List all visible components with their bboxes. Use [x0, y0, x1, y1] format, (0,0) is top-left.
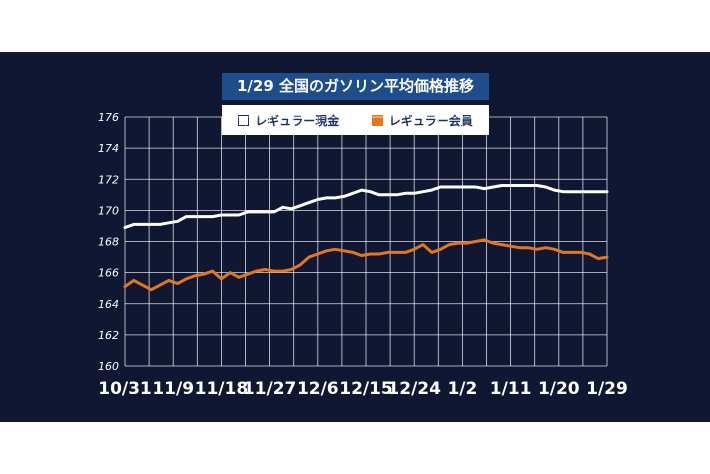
y-tick-label: 168 [98, 236, 119, 249]
y-tick-label: 162 [98, 329, 119, 342]
y-tick-label: 176 [98, 111, 119, 124]
y-tick-label: 164 [98, 298, 119, 311]
x-tick-label: 12/24 [387, 379, 441, 399]
legend-swatch-cash [238, 114, 250, 126]
y-tick-label: 172 [98, 173, 119, 186]
x-tick-label: 1/2 [447, 379, 477, 399]
y-tick-label: 160 [98, 360, 119, 373]
series-line-member [123, 238, 609, 292]
x-tick-label: 12/15 [339, 379, 393, 399]
y-tick-label: 174 [98, 142, 119, 155]
y-tick-label: 170 [98, 204, 119, 217]
series-line-cash [123, 184, 609, 229]
chart-title: 1/29 全国のガソリン平均価格推移 [222, 73, 489, 100]
y-tick-label: 166 [98, 267, 119, 280]
x-tick-label: 11/9 [152, 379, 194, 399]
x-tick-label: 11/27 [243, 379, 297, 399]
x-tick-label: 10/31 [98, 379, 152, 399]
x-tick-label: 1/29 [586, 379, 628, 399]
x-tick-label: 11/18 [195, 379, 249, 399]
x-tick-label: 12/6 [297, 379, 339, 399]
x-tick-label: 1/11 [490, 379, 532, 399]
legend-swatch-member [371, 114, 383, 126]
x-tick-label: 1/20 [538, 379, 580, 399]
